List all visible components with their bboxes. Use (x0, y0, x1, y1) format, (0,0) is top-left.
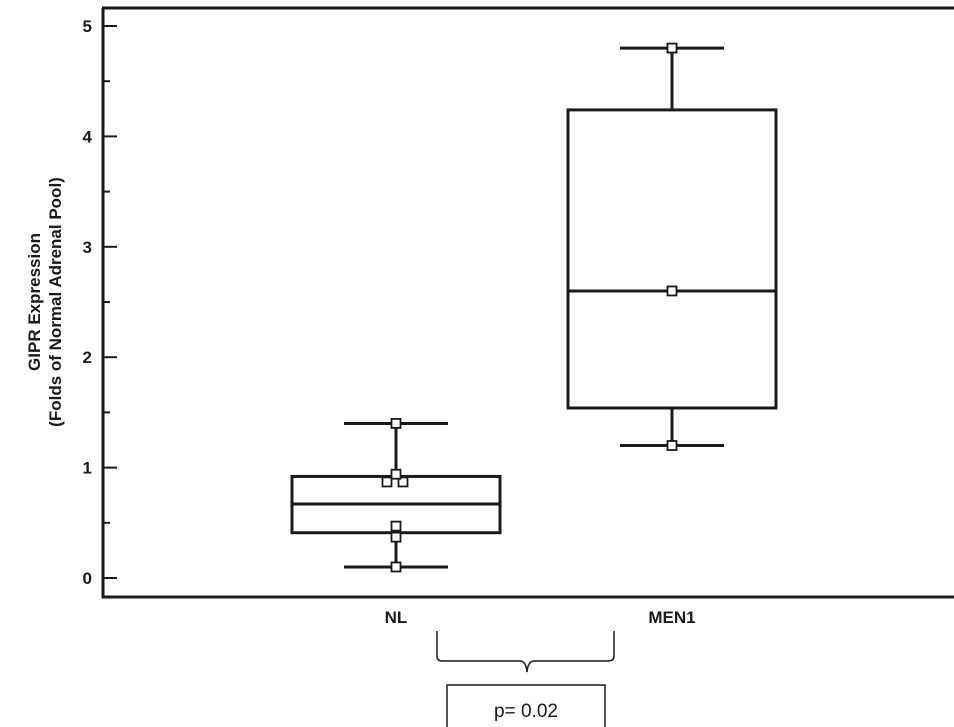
y-axis-title-line2: (Folds of Normal Adrenal Pool) (46, 177, 65, 427)
y-tick-label-5: 5 (83, 17, 92, 36)
data-point-nl (390, 561, 402, 573)
y-tick-label-3: 3 (83, 238, 92, 257)
box-group-men1 (566, 42, 778, 451)
data-point-nl (381, 476, 393, 488)
data-point-nl (397, 476, 409, 488)
box-men1 (566, 108, 778, 410)
y-tick-label-1: 1 (83, 459, 92, 478)
y-ticks: 0 1 2 3 4 5 (83, 17, 117, 588)
category-labels: NL MEN1 (385, 608, 696, 627)
category-label-men1: MEN1 (648, 608, 695, 627)
y-axis-title-line1: GIPR Expression (25, 233, 44, 371)
data-point-nl (390, 520, 402, 532)
data-point-nl (390, 418, 402, 429)
category-label-nl: NL (385, 608, 408, 627)
y-tick-label-4: 4 (83, 127, 93, 146)
y-tick-label-2: 2 (83, 348, 92, 367)
axes (101, 6, 954, 599)
comparison-bracket (436, 631, 615, 673)
y-tick-label-0: 0 (83, 569, 92, 588)
data-point-men1 (666, 440, 678, 451)
box-group-nl (290, 418, 502, 573)
p-value-box (446, 684, 606, 727)
p-value-label: p= 0.02 (494, 701, 558, 722)
data-point-men1 (666, 285, 678, 297)
data-point-men1 (666, 42, 678, 54)
data-point-nl (390, 531, 402, 543)
data-point-nl (390, 468, 402, 480)
boxes (290, 42, 778, 573)
